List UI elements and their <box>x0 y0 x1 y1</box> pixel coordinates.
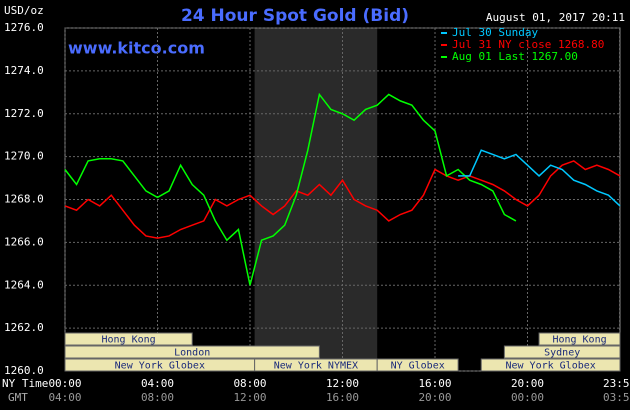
series-line <box>458 149 621 207</box>
session-label: NY Globex <box>391 361 445 372</box>
session-label: London <box>174 348 210 359</box>
session-label: New York Globex <box>505 361 595 372</box>
series-line <box>64 160 621 239</box>
y-tick-label: 1266.0 <box>4 235 44 248</box>
legend-label: Jul 31 NY close 1268.80 <box>452 38 604 51</box>
x-tick-label: 23:59 <box>603 377 630 390</box>
timestamp: August 01, 2017 20:11 <box>486 11 625 24</box>
y-tick-label: 1264.0 <box>4 278 44 291</box>
session-label: Sydney <box>544 348 580 359</box>
x2-axis-label: GMT <box>8 391 28 404</box>
x2-tick-label: 20:00 <box>418 391 451 404</box>
x2-tick-label: 04:00 <box>48 391 81 404</box>
x-tick-label: 04:00 <box>141 377 174 390</box>
y-tick-label: 1262.0 <box>4 321 44 334</box>
x-tick-label: 16:00 <box>418 377 451 390</box>
x-tick-label: 08:00 <box>233 377 266 390</box>
y-tick-label: 1270.0 <box>4 150 44 163</box>
y-axis-label: USD/oz <box>4 4 44 17</box>
y-tick-label: 1274.0 <box>4 64 44 77</box>
session-box <box>64 345 320 359</box>
x-tick-label: 12:00 <box>326 377 359 390</box>
legend-label: Jul 30 Sunday <box>452 26 538 39</box>
session-box <box>503 345 621 359</box>
y-tick-label: 1260.0 <box>4 364 44 377</box>
session-box <box>538 332 621 346</box>
session-shade <box>254 28 378 371</box>
y-tick-label: 1272.0 <box>4 107 44 120</box>
chart-title: 24 Hour Spot Gold (Bid) <box>181 6 409 26</box>
session-label: Hong Kong <box>552 335 606 346</box>
x-tick-label: 00:00 <box>48 377 81 390</box>
session-label: New York NYMEX <box>274 361 358 372</box>
x2-tick-label: 00:00 <box>511 391 544 404</box>
x2-tick-label: 12:00 <box>233 391 266 404</box>
x-axis-label: NY Time <box>2 377 48 390</box>
y-tick-label: 1276.0 <box>4 21 44 34</box>
series-line <box>64 92 517 286</box>
session-box <box>64 332 193 346</box>
legend-label: Aug 01 Last 1267.00 <box>452 50 578 63</box>
x-tick-label: 20:00 <box>511 377 544 390</box>
x2-tick-label: 03:59 <box>603 391 630 404</box>
source: www.kitco.com <box>68 39 205 58</box>
x2-tick-label: 08:00 <box>141 391 174 404</box>
session-label: New York Globex <box>115 361 205 372</box>
session-box <box>480 358 621 372</box>
x2-tick-label: 16:00 <box>326 391 359 404</box>
session-label: Hong Kong <box>102 335 156 346</box>
y-tick-label: 1268.0 <box>4 193 44 206</box>
session-box <box>376 358 459 372</box>
